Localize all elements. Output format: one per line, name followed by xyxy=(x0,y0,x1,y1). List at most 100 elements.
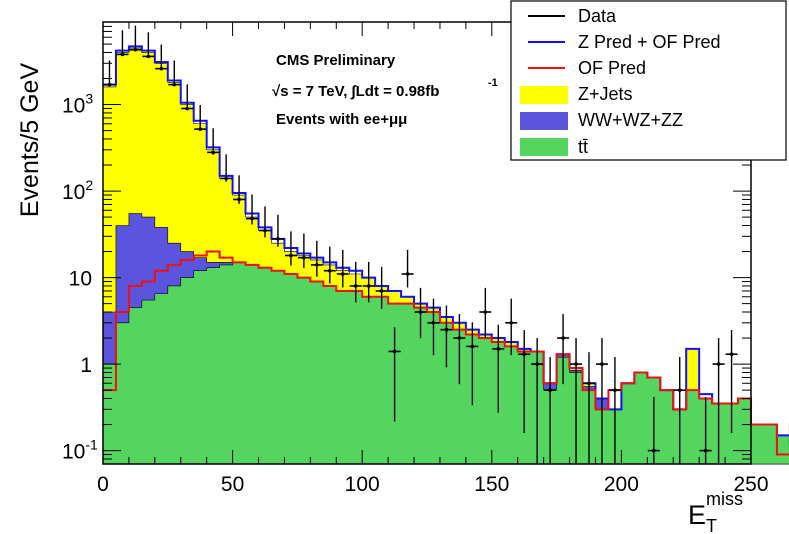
x-axis-label-superscript: miss xyxy=(706,489,743,509)
data-point xyxy=(518,330,531,433)
y-tick-labels: 10-1 1 10 102 103 xyxy=(62,91,98,464)
data-point xyxy=(544,357,557,464)
y-axis-label: Events/5 GeV xyxy=(16,63,44,218)
data-point-marker xyxy=(353,284,358,288)
data-point xyxy=(440,305,453,368)
data-point-marker xyxy=(405,272,410,276)
y-tick-label: 10-1 xyxy=(62,437,98,464)
data-point-marker xyxy=(729,352,734,357)
x-tick-labels: 0 50 100 150 200 250 xyxy=(97,473,768,496)
data-point xyxy=(142,32,155,59)
x-axis-label-subscript: T xyxy=(706,516,717,534)
data-point xyxy=(725,330,738,433)
data-point xyxy=(427,298,440,356)
legend-box xyxy=(510,0,787,161)
legend-symbol-zjets xyxy=(520,86,568,104)
data-point xyxy=(207,128,220,155)
data-points xyxy=(103,25,738,464)
data-point-marker xyxy=(677,388,682,392)
data-point-marker xyxy=(652,448,656,453)
data-point xyxy=(647,397,660,464)
data-point-marker xyxy=(328,268,332,273)
data-point-marker xyxy=(470,344,475,349)
data-point xyxy=(712,338,725,464)
data-point-marker xyxy=(483,310,488,314)
legend-label-ttbar: tt̄ xyxy=(578,137,588,157)
legend-label-zjets: Z+Jets xyxy=(578,84,633,104)
data-point xyxy=(453,313,466,385)
data-point-marker xyxy=(379,289,384,293)
y-tick-label: 102 xyxy=(62,177,93,204)
data-point xyxy=(155,44,168,71)
data-point xyxy=(349,261,362,303)
data-point-marker xyxy=(172,82,177,87)
annotation-lumi-exponent: -1 xyxy=(488,77,498,89)
data-point xyxy=(362,261,375,303)
data-point-marker xyxy=(211,150,215,155)
data-point xyxy=(103,60,116,87)
data-point-marker xyxy=(600,362,604,366)
y-tick-label: 103 xyxy=(62,91,93,118)
data-point-marker xyxy=(535,362,539,366)
y-tick-label: 1 xyxy=(80,354,92,377)
legend-label-of-pred: OF Pred xyxy=(578,58,646,78)
data-point-marker xyxy=(444,327,449,332)
annotation-energy-lumi: √s = 7 TeV, ∫Ldt = 0.98fb xyxy=(272,83,439,100)
data-point-marker xyxy=(159,66,164,71)
data-point-marker xyxy=(146,54,151,59)
legend-label-diboson: WW+WZ+ZZ xyxy=(578,110,683,130)
x-tick-label: 250 xyxy=(733,473,768,496)
data-point-marker xyxy=(237,197,241,202)
data-point-marker xyxy=(457,336,462,340)
data-point-marker xyxy=(561,336,565,340)
data-point-marker xyxy=(263,228,267,233)
data-point-marker xyxy=(224,176,228,181)
data-point-marker xyxy=(185,106,190,111)
data-point-marker xyxy=(716,362,721,366)
data-point xyxy=(466,322,479,406)
legend-label-data: Data xyxy=(578,6,617,26)
data-point-marker xyxy=(289,253,293,258)
data-point-marker xyxy=(276,237,280,241)
prediction-lines xyxy=(103,45,789,456)
legend-symbol-diboson xyxy=(520,112,568,130)
data-point xyxy=(673,357,686,464)
data-point-marker xyxy=(107,82,112,87)
data-point xyxy=(323,246,336,284)
x-tick-label: 150 xyxy=(474,473,509,496)
data-point xyxy=(557,313,570,385)
data-point xyxy=(233,175,246,204)
legend: Data Z Pred + OF Pred OF Pred Z+Jets WW+… xyxy=(510,0,787,161)
data-point-marker xyxy=(613,388,617,392)
plot-frame xyxy=(102,21,752,465)
data-point-marker xyxy=(574,362,578,366)
data-point xyxy=(194,105,207,131)
data-point-marker xyxy=(522,352,526,357)
data-point xyxy=(505,298,518,356)
x-axis-label-base: E xyxy=(688,500,706,530)
data-point-marker xyxy=(133,47,138,52)
data-point xyxy=(284,231,297,266)
cms-annotation: CMS Preliminary √s = 7 TeV, ∫Ldt = 0.98f… xyxy=(272,52,498,128)
legend-label-z-pred: Z Pred + OF Pred xyxy=(578,32,721,52)
data-point xyxy=(479,287,492,339)
data-point-marker xyxy=(496,347,501,351)
data-point-marker xyxy=(198,127,202,131)
annotation-experiment: CMS Preliminary xyxy=(276,52,396,69)
data-point xyxy=(492,324,505,413)
data-point xyxy=(116,30,129,57)
annotation-selection: Events with ee+μμ xyxy=(276,111,407,128)
data-point xyxy=(168,60,181,87)
data-point xyxy=(388,327,401,422)
y-tick-label: 10 xyxy=(69,268,92,291)
data-point xyxy=(583,352,595,464)
data-point xyxy=(336,249,349,288)
x-tick-label: 50 xyxy=(221,473,244,496)
line-of-pred xyxy=(103,250,789,456)
data-point xyxy=(259,206,271,238)
data-point xyxy=(531,338,544,464)
data-point xyxy=(220,154,233,182)
data-point xyxy=(570,338,583,464)
x-tick-label: 200 xyxy=(604,473,639,496)
data-point xyxy=(595,338,608,464)
